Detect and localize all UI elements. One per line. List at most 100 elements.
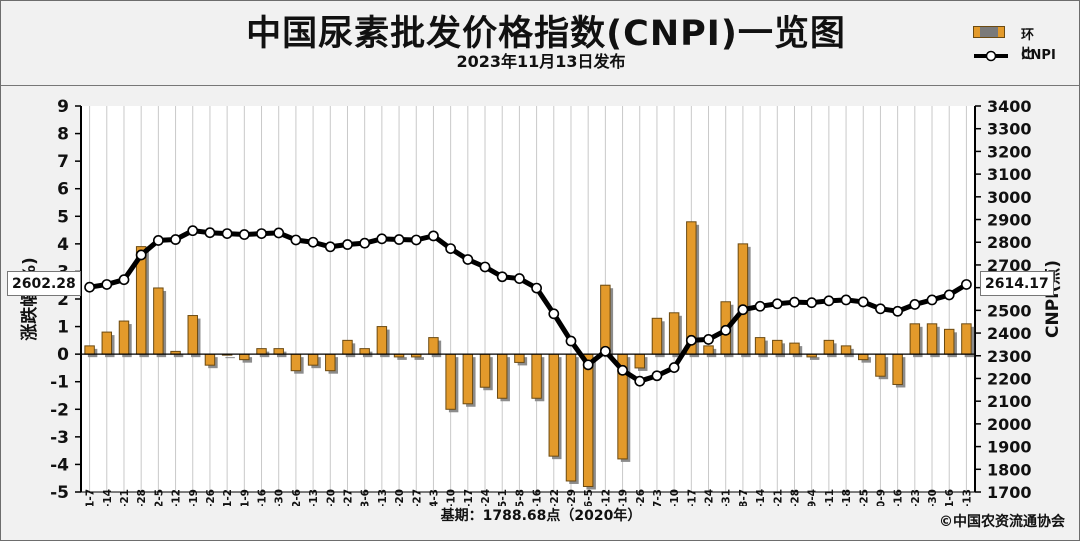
right-tick-label: 3100 [987, 165, 1032, 184]
cnpi-point [806, 297, 818, 309]
cnpi-point [359, 237, 371, 249]
x-tick-label: 2-20 [325, 489, 337, 506]
left-tick-label: -3 [50, 428, 69, 448]
cnpi-point [909, 299, 921, 310]
cnpi-point [685, 334, 697, 346]
x-tick-label: 7-24 [704, 489, 716, 506]
cnpi-point [152, 235, 164, 246]
cnpi-point [428, 230, 439, 242]
x-tick-label: 11-7 [85, 489, 97, 506]
cnpi-point [582, 359, 594, 371]
bar [187, 315, 198, 355]
x-tick-label: 12-12 [171, 489, 183, 506]
cnpi-point [256, 228, 267, 240]
x-tick-label: 11-6 [944, 489, 956, 506]
right-tick-label: 2000 [987, 415, 1032, 434]
x-tick-label: 10-9 [875, 489, 887, 506]
x-tick-label: 5-29 [566, 489, 578, 506]
right-tick-label: 2700 [987, 256, 1032, 275]
x-tick-label: 10-23 [910, 489, 922, 506]
cnpi-point [410, 234, 422, 246]
x-tick-label: 3-6 [360, 489, 372, 506]
cnpi-point [445, 243, 457, 254]
bar-shadow [809, 357, 820, 360]
left-tick-label: 0 [57, 345, 69, 365]
x-tick-label: 4-10 [446, 489, 458, 506]
right-tick-label: 2800 [987, 233, 1032, 252]
cnpi-point [961, 279, 972, 290]
left-tick-label: 9 [57, 97, 69, 117]
bar [462, 353, 474, 405]
x-tick-label: 4-24 [480, 489, 492, 506]
right-tick-label: 2400 [987, 324, 1032, 343]
bar [875, 353, 886, 377]
bar [582, 353, 594, 487]
x-tick-label: 9-18 [841, 489, 853, 506]
cnpi-point [823, 295, 835, 307]
bar-shadow [225, 357, 235, 359]
x-tick-label: 1-30 [274, 489, 286, 506]
left-tick-label: -1 [50, 373, 69, 393]
cnpi-point [187, 225, 199, 237]
bar [754, 337, 766, 355]
cnpi-point [548, 308, 560, 320]
x-tick-label: 6-19 [618, 489, 630, 506]
cnpi-point [135, 249, 147, 261]
right-tick-label: 2500 [987, 301, 1032, 320]
x-tick-label: 7-31 [721, 489, 733, 506]
x-tick-label: 11-28 [136, 489, 148, 506]
start-value-callout: 2602.28 [7, 271, 81, 296]
left-tick-label: -5 [50, 483, 69, 503]
right-tick-label: 2100 [987, 392, 1032, 411]
x-tick-label: 9-11 [824, 489, 836, 506]
x-tick-label: 6-5 [583, 489, 595, 506]
cnpi-line [89, 228, 968, 384]
chart-title: 中国尿素批发价格指数(CNPI)一览图 [246, 14, 846, 54]
x-tick-label: 5-16 [532, 489, 544, 506]
cnpi-point [118, 274, 130, 286]
cnpi-point [943, 289, 955, 301]
x-tick-label: 8-7 [738, 489, 750, 506]
bar [531, 353, 542, 399]
x-tick-label: 12-26 [205, 489, 217, 506]
bar [961, 323, 972, 355]
bar [153, 287, 164, 355]
cnpi-point [204, 227, 216, 239]
bar [514, 353, 525, 363]
bar [342, 339, 353, 355]
bar [428, 337, 439, 355]
x-tick-label: 5-8 [514, 489, 526, 506]
bar [204, 353, 216, 366]
x-tick-label: 6-12 [600, 489, 612, 506]
bar [737, 243, 749, 355]
bar [909, 323, 921, 355]
cnpi-point [617, 364, 628, 376]
x-tick-label: 4-3 [428, 489, 440, 506]
cnpi-point [462, 254, 474, 265]
right-tick-label: 3000 [987, 188, 1032, 207]
cnpi-point [737, 304, 749, 316]
bar [892, 353, 903, 385]
cnpi-point [857, 296, 869, 308]
x-tick-label: 10-16 [893, 489, 905, 506]
chart-header: 中国尿素批发价格指数(CNPI)一览图 2023年11月13日发布 环比 CNP… [1, 1, 1079, 86]
cnpi-point [393, 234, 405, 245]
bar [668, 312, 680, 355]
legend-line-swatch [974, 50, 1008, 62]
x-tick-label: 3-27 [411, 489, 423, 506]
legend-bar-swatch [973, 26, 1005, 38]
cnpi-point [754, 300, 766, 312]
right-tick-label: 1800 [987, 460, 1032, 479]
bar [376, 326, 388, 355]
bar [686, 221, 697, 355]
bar [823, 339, 835, 355]
x-tick-label: 7-10 [669, 489, 681, 506]
x-tick-label: 12-19 [188, 489, 200, 506]
bar-shadow [173, 354, 184, 358]
end-value-callout: 2614.17 [980, 271, 1054, 296]
bar [479, 353, 491, 388]
x-tick-label: 8-14 [755, 489, 767, 506]
bar-shadow [397, 357, 407, 360]
right-tick-label: 3200 [987, 142, 1032, 161]
